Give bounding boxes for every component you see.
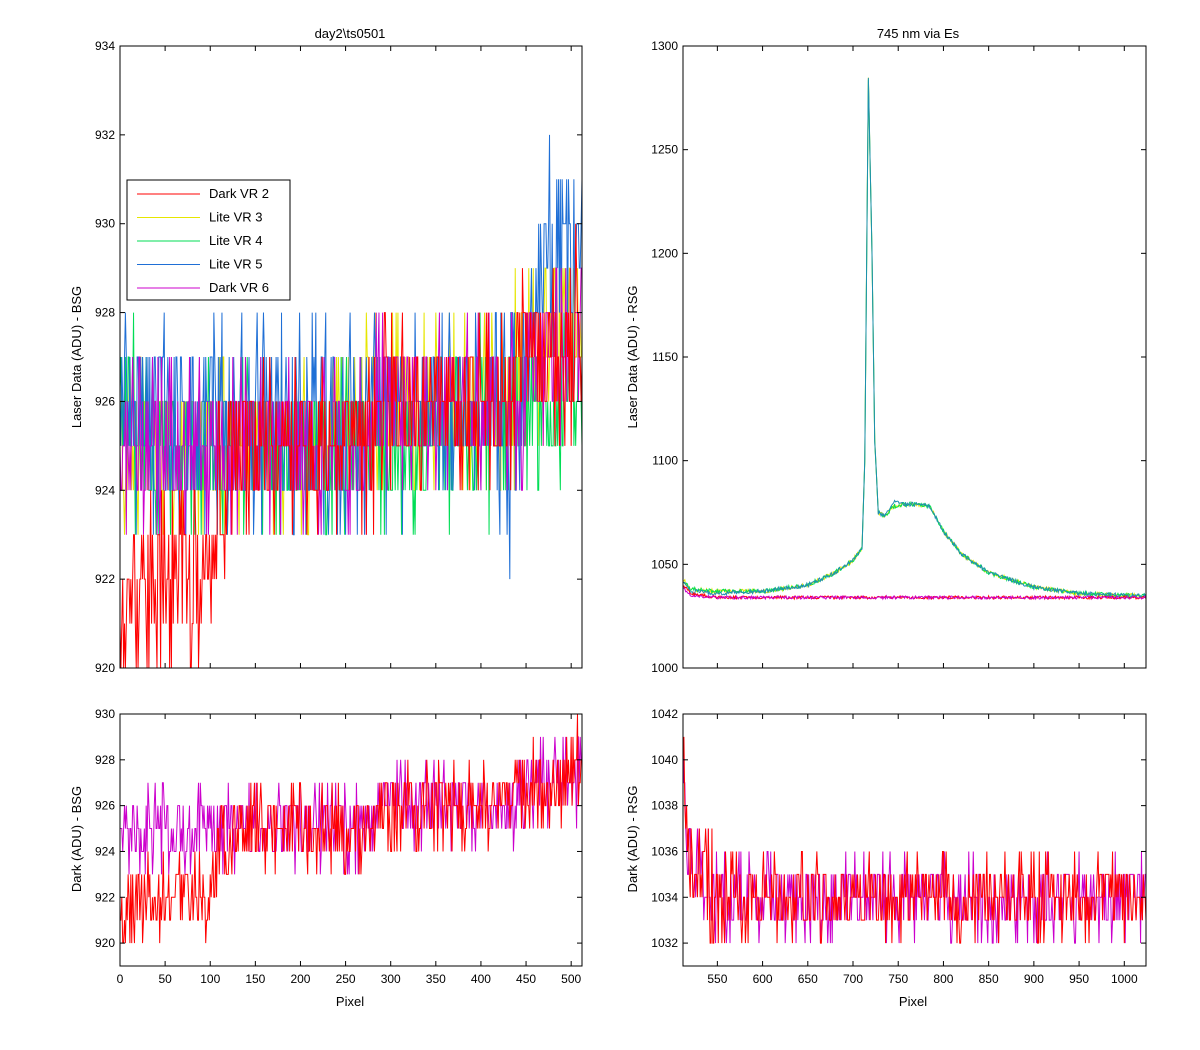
xtick-label: 700 [843, 972, 863, 986]
ytick-label: 928 [95, 306, 115, 320]
xtick-label: 800 [933, 972, 953, 986]
ytick-label: 920 [95, 661, 115, 675]
ytick-label: 920 [95, 936, 115, 950]
ytick-label: 926 [95, 394, 115, 408]
series-line-tr-4 [683, 587, 1146, 601]
series-line-tl-3 [120, 267, 582, 535]
ytick-label: 1034 [651, 890, 678, 904]
series-line-br-1 [683, 736, 1146, 944]
xtick-label: 400 [471, 972, 491, 986]
xlabel-bottom-right: Pixel [899, 994, 927, 1009]
panel-top-left: day2\ts0501 Laser Data (ADU) - BSG 92092… [69, 26, 583, 675]
ytick-label: 1036 [651, 844, 678, 858]
series-line-br-0 [683, 736, 1146, 944]
xtick-label: 550 [707, 972, 727, 986]
xtick-label: 900 [1024, 972, 1044, 986]
ylabel-bottom-left: Dark (ADU) - BSG [69, 786, 84, 892]
ytick-label: 922 [95, 890, 115, 904]
ytick-label: 934 [95, 39, 115, 53]
axes-top-left: 920 922 924 926 928 930 932 934 Dark VR 2 Lite VR… [95, 39, 583, 675]
xtick-label: 850 [979, 972, 999, 986]
axes-frame [119, 713, 583, 967]
xtick-label: 50 [158, 972, 172, 986]
ytick-label: 922 [95, 572, 115, 586]
ytick-label: 1100 [652, 454, 678, 468]
series-line-tr-0 [683, 77, 1146, 600]
ytick-label: 924 [95, 844, 115, 858]
ytick-label: 932 [95, 128, 115, 142]
ytick-label: 926 [95, 799, 115, 813]
xtick-label: 450 [516, 972, 536, 986]
legend-label: Dark VR 6 [209, 280, 269, 295]
axes-top-right: 1000 1050 1100 1150 1200 1250 1300 [651, 39, 1147, 675]
ytick-label: 1150 [652, 350, 678, 364]
panel-bottom-left: Dark (ADU) - BSG Pixel 0 50 100 150 200 250 30… [69, 707, 583, 1009]
series-line-tr-2 [683, 77, 1146, 599]
axes-frame [119, 45, 583, 669]
axes-frame [682, 45, 1147, 669]
ytick-label: 924 [95, 483, 115, 497]
series-line-tl-4 [120, 223, 582, 668]
xtick-label: 350 [426, 972, 446, 986]
title-top-left: day2\ts0501 [315, 26, 386, 41]
ytick-label: 1040 [651, 753, 678, 767]
xlabel-bottom-left: Pixel [336, 994, 364, 1009]
xtick-label: 600 [753, 972, 773, 986]
legend-label: Dark VR 2 [209, 186, 269, 201]
ytick-label: 928 [95, 753, 115, 767]
ytick-label: 1300 [651, 39, 678, 53]
axes-frame [682, 713, 1147, 967]
ylabel-top-right: Laser Data (ADU) - RSG [625, 285, 640, 428]
ytick-label: 1050 [651, 557, 678, 571]
panel-bottom-right: Dark (ADU) - RSG Pixel 550 600 650 700 750 80… [625, 707, 1147, 1009]
ytick-label: 1200 [651, 246, 678, 260]
legend-label: Lite VR 3 [209, 210, 262, 225]
xtick-label: 500 [561, 972, 581, 986]
xtick-label: 200 [290, 972, 310, 986]
ytick-label: 930 [95, 217, 115, 231]
series-line-bl-1 [120, 714, 582, 944]
panel-top-right: 745 nm via Es Laser Data (ADU) - RSG 100… [625, 26, 1147, 675]
ytick-label: 930 [95, 707, 115, 721]
ylabel-top-left: Laser Data (ADU) - BSG [69, 286, 84, 428]
xtick-label: 0 [117, 972, 124, 986]
axes-bottom-right: 550 600 650 700 750 800 850 900 950 1000 1032 1034 1… [651, 707, 1147, 986]
ytick-label: 1250 [651, 143, 678, 157]
ylabel-bottom-right: Dark (ADU) - RSG [625, 786, 640, 893]
ytick-label: 1042 [651, 707, 678, 721]
legend: Dark VR 2 Lite VR 3 Lite VR 4 Lite VR 5 Dark… [126, 179, 291, 301]
xtick-label: 150 [245, 972, 265, 986]
xtick-label: 300 [381, 972, 401, 986]
axes-bottom-left: 0 50 100 150 200 250 300 350 400 450 500 920 922 924 9… [95, 707, 583, 986]
legend-label: Lite VR 5 [209, 257, 262, 272]
ytick-label: 1038 [651, 799, 678, 813]
title-top-right: 745 nm via Es [877, 26, 960, 41]
xtick-label: 1000 [1111, 972, 1138, 986]
xtick-label: 650 [798, 972, 818, 986]
legend-label: Lite VR 4 [209, 233, 262, 248]
xtick-label: 100 [200, 972, 220, 986]
xtick-label: 950 [1069, 972, 1089, 986]
xtick-label: 750 [888, 972, 908, 986]
series-line-tr-1 [683, 79, 1146, 599]
ytick-label: 1000 [651, 661, 678, 675]
xtick-label: 250 [336, 972, 356, 986]
ytick-label: 1032 [651, 936, 678, 950]
